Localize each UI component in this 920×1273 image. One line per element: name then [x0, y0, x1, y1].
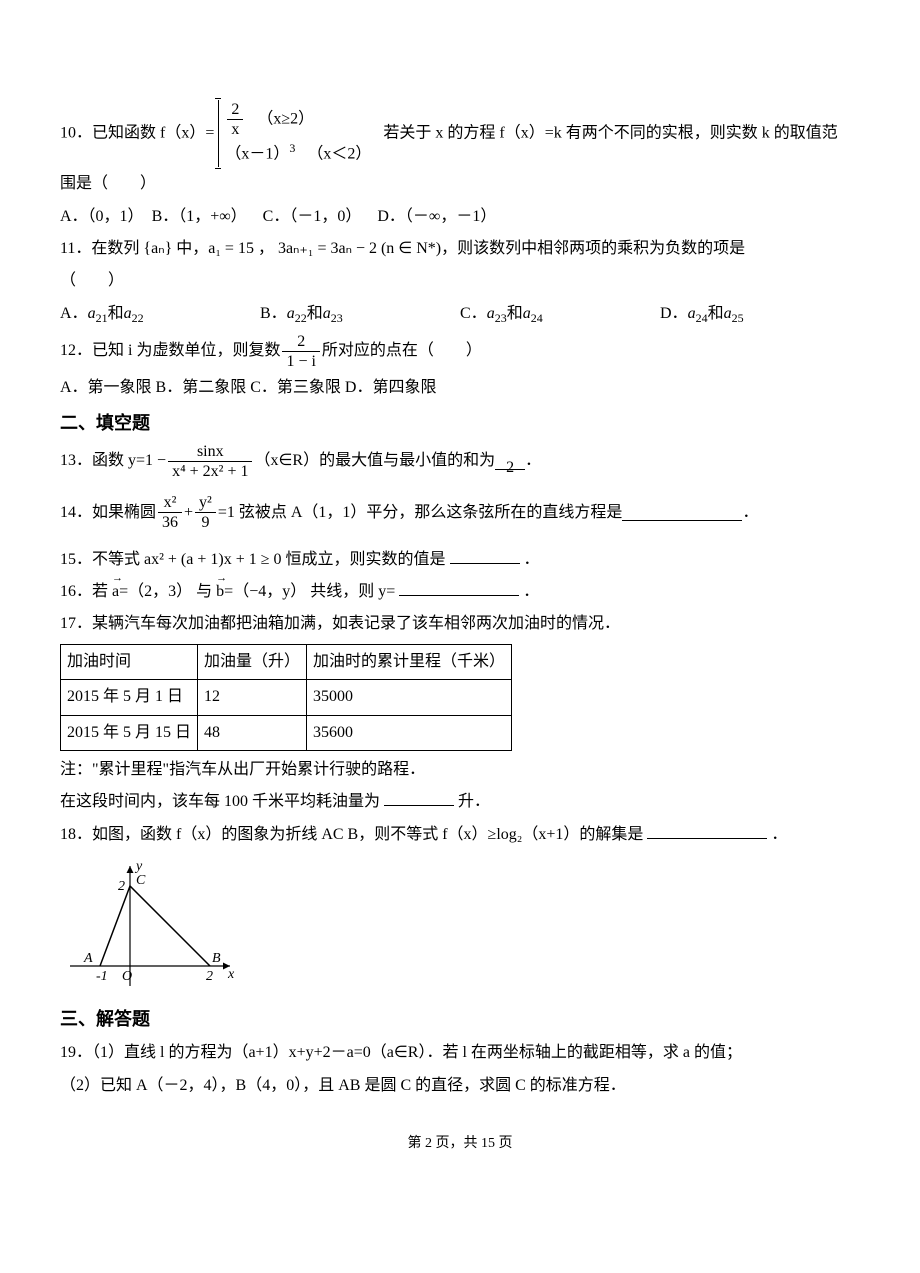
q17-table: 加油时间加油量（升）加油时的累计里程（千米） 2015 年 5 月 1 日123…	[60, 644, 512, 751]
q10-opt-b: B．（1，+∞）	[152, 208, 247, 225]
x-axis-label: x	[227, 967, 235, 982]
table-row: 2015 年 5 月 1 日1235000	[61, 680, 512, 715]
tick-neg1: -1	[96, 969, 108, 984]
q13-blank: 2	[495, 453, 525, 470]
q10-opt-a: A．（0，1）	[60, 208, 144, 225]
q14-eq: =1 弦被点 A（1，1）平分，那么这条弦所在的直线方程是	[218, 498, 623, 528]
table-header-row: 加油时间加油量（升）加油时的累计里程（千米）	[61, 644, 512, 679]
q11-opt-d: D．a24和a25	[660, 299, 860, 330]
q18-svg: -1 2 2 O x y A C B	[60, 856, 240, 996]
q10-lead-b: 若关于 x 的方程 f（x）=k 有两个不同的实根，则实数 k 的取值范	[383, 124, 837, 141]
frac-den: x⁴ + 2x² + 1	[168, 462, 252, 481]
q13-tail: ．	[525, 446, 541, 476]
point-a-label: A	[83, 951, 93, 966]
table-cell: 2015 年 5 月 15 日	[61, 715, 198, 750]
table-cell: 12	[198, 680, 307, 715]
q16-line: 16．若 a=（2，3） 与 b=（−4，y） 共线，则 y= ．	[60, 577, 860, 607]
q10-piece2-pow: 3	[289, 141, 295, 155]
q10-piecewise: 2 x （x≥2） （x－1）3 （x＜2）	[218, 100, 371, 167]
q13-frac: sinx x⁴ + 2x² + 1	[168, 442, 252, 481]
q17-note: 注："累计里程"指汽车从出厂开始累计行驶的路程．	[60, 755, 860, 785]
table-cell: 48	[198, 715, 307, 750]
page-footer: 第 2 页，共 15 页	[60, 1131, 860, 1158]
q10-lead-a: 10．已知函数 f（x）=	[60, 124, 214, 141]
q11-options: A．a21和a22 B．a22和a23 C．a23和a24 D．a24和a25	[60, 299, 860, 330]
q10-line2: 围是（ ）	[60, 169, 860, 199]
q10-line1: 10．已知函数 f（x）= 2 x （x≥2） （x－1）3 （x＜2） 若关于…	[60, 100, 860, 167]
q11-lead: 11．在数列 {aₙ} 中，a₁ = 15 ， 3aₙ₊₁ = 3aₙ − 2 …	[60, 234, 860, 264]
section-fill-heading: 二、填空题	[60, 406, 860, 440]
q10-piece2-cond: （x＜2）	[307, 146, 371, 163]
fold-line-acb	[100, 886, 210, 966]
table-row: 2015 年 5 月 15 日4835600	[61, 715, 512, 750]
table-cell: 35000	[307, 680, 512, 715]
q14-lead-a: 14．如果椭圆	[60, 498, 156, 528]
vector-b: b	[216, 577, 224, 607]
q17-lead: 17．某辆汽车每次加油都把油箱加满，如表记录了该车相邻两次加油时的情况．	[60, 609, 860, 639]
q10-options: A．（0，1） B．（1，+∞） C．（－1，0） D．（－∞，－1）	[60, 202, 860, 232]
point-b-label: B	[212, 951, 221, 966]
q14-line: 14．如果椭圆 x² 36 + y² 9 =1 弦被点 A（1，1）平分，那么这…	[60, 493, 758, 532]
q11-opt-c: C．a23和a24	[460, 299, 660, 330]
frac-num: 2	[282, 332, 319, 352]
q11-paren: （ ）	[60, 266, 860, 296]
q11-opt-a: A．a21和a22	[60, 299, 260, 330]
tick-2x: 2	[206, 969, 213, 984]
origin-label: O	[122, 969, 132, 984]
frac-den: 1 − i	[282, 352, 319, 371]
q17-ask: 在这段时间内，该车每 100 千米平均耗油量为 升．	[60, 787, 860, 817]
q13-lead-a: 13．函数 y=1 −	[60, 446, 166, 476]
q15-blank	[450, 547, 520, 564]
table-cell: 35600	[307, 715, 512, 750]
q12-line: 12．已知 i 为虚数单位，则复数 2 1 − i 所对应的点在（ ）	[60, 332, 482, 371]
table-cell: 2015 年 5 月 1 日	[61, 680, 198, 715]
q12-lead-b: 所对应的点在（ ）	[322, 336, 482, 366]
q15-lead: 15．不等式 ax² + (a + 1)x + 1 ≥ 0 恒成立，则实数的值是	[60, 551, 446, 568]
y-axis-label: y	[134, 859, 143, 874]
vector-a: a	[112, 577, 119, 607]
q12-frac: 2 1 − i	[282, 332, 319, 371]
q18-graph: -1 2 2 O x y A C B	[60, 856, 240, 996]
q12-lead-a: 12．已知 i 为虚数单位，则复数	[60, 336, 280, 366]
document-page: 10．已知函数 f（x）= 2 x （x≥2） （x－1）3 （x＜2） 若关于…	[0, 0, 920, 1198]
tick-2y: 2	[118, 879, 125, 894]
q15-line: 15．不等式 ax² + (a + 1)x + 1 ≥ 0 恒成立，则实数的值是…	[60, 545, 860, 575]
q11-opt-b: B．a22和a23	[260, 299, 460, 330]
q12-options: A．第一象限 B．第二象限 C．第三象限 D．第四象限	[60, 373, 860, 403]
q10-opt-d: D．（－∞，－1）	[377, 208, 496, 225]
point-c-label: C	[136, 873, 146, 888]
q10-piece1-cond: （x≥2）	[257, 110, 314, 127]
q13-line: 13．函数 y=1 − sinx x⁴ + 2x² + 1 （x∈R）的最大值与…	[60, 442, 541, 481]
q14-blank	[622, 504, 742, 521]
q17-tbody: 2015 年 5 月 1 日12350002015 年 5 月 15 日4835…	[61, 680, 512, 751]
section-solve-heading: 三、解答题	[60, 1002, 860, 1036]
q10-opt-c: C．（－1，0）	[263, 208, 362, 225]
table-header-cell: 加油时的累计里程（千米）	[307, 644, 512, 679]
q19-part2: （2）已知 A（－2，4），B（4，0），且 AB 是圆 C 的直径，求圆 C …	[60, 1071, 860, 1101]
q10-piece2-expr: （x－1）	[225, 146, 289, 163]
q18-lead: 18．如图，函数 f（x）的图象为折线 AC B，则不等式 f（x）≥log₂（…	[60, 820, 860, 850]
frac-num: 2	[227, 100, 243, 120]
q16-lead-a: 16．若	[60, 583, 108, 600]
q18-blank	[647, 822, 767, 839]
q19-part1: 19．（1）直线 l 的方程为（a+1）x+y+2－a=0（a∈R）．若 l 在…	[60, 1038, 860, 1068]
table-header-cell: 加油量（升）	[198, 644, 307, 679]
frac-den: x	[227, 120, 243, 139]
table-header-cell: 加油时间	[61, 644, 198, 679]
q13-lead-b: （x∈R）的最大值与最小值的和为	[254, 446, 495, 476]
q16-blank	[399, 579, 519, 596]
q17-blank	[384, 789, 454, 806]
q14-frac1: x² 36	[158, 493, 182, 532]
q10-piece1-frac: 2 x	[227, 100, 243, 139]
q14-frac2: y² 9	[195, 493, 216, 532]
frac-num: sinx	[168, 442, 252, 462]
